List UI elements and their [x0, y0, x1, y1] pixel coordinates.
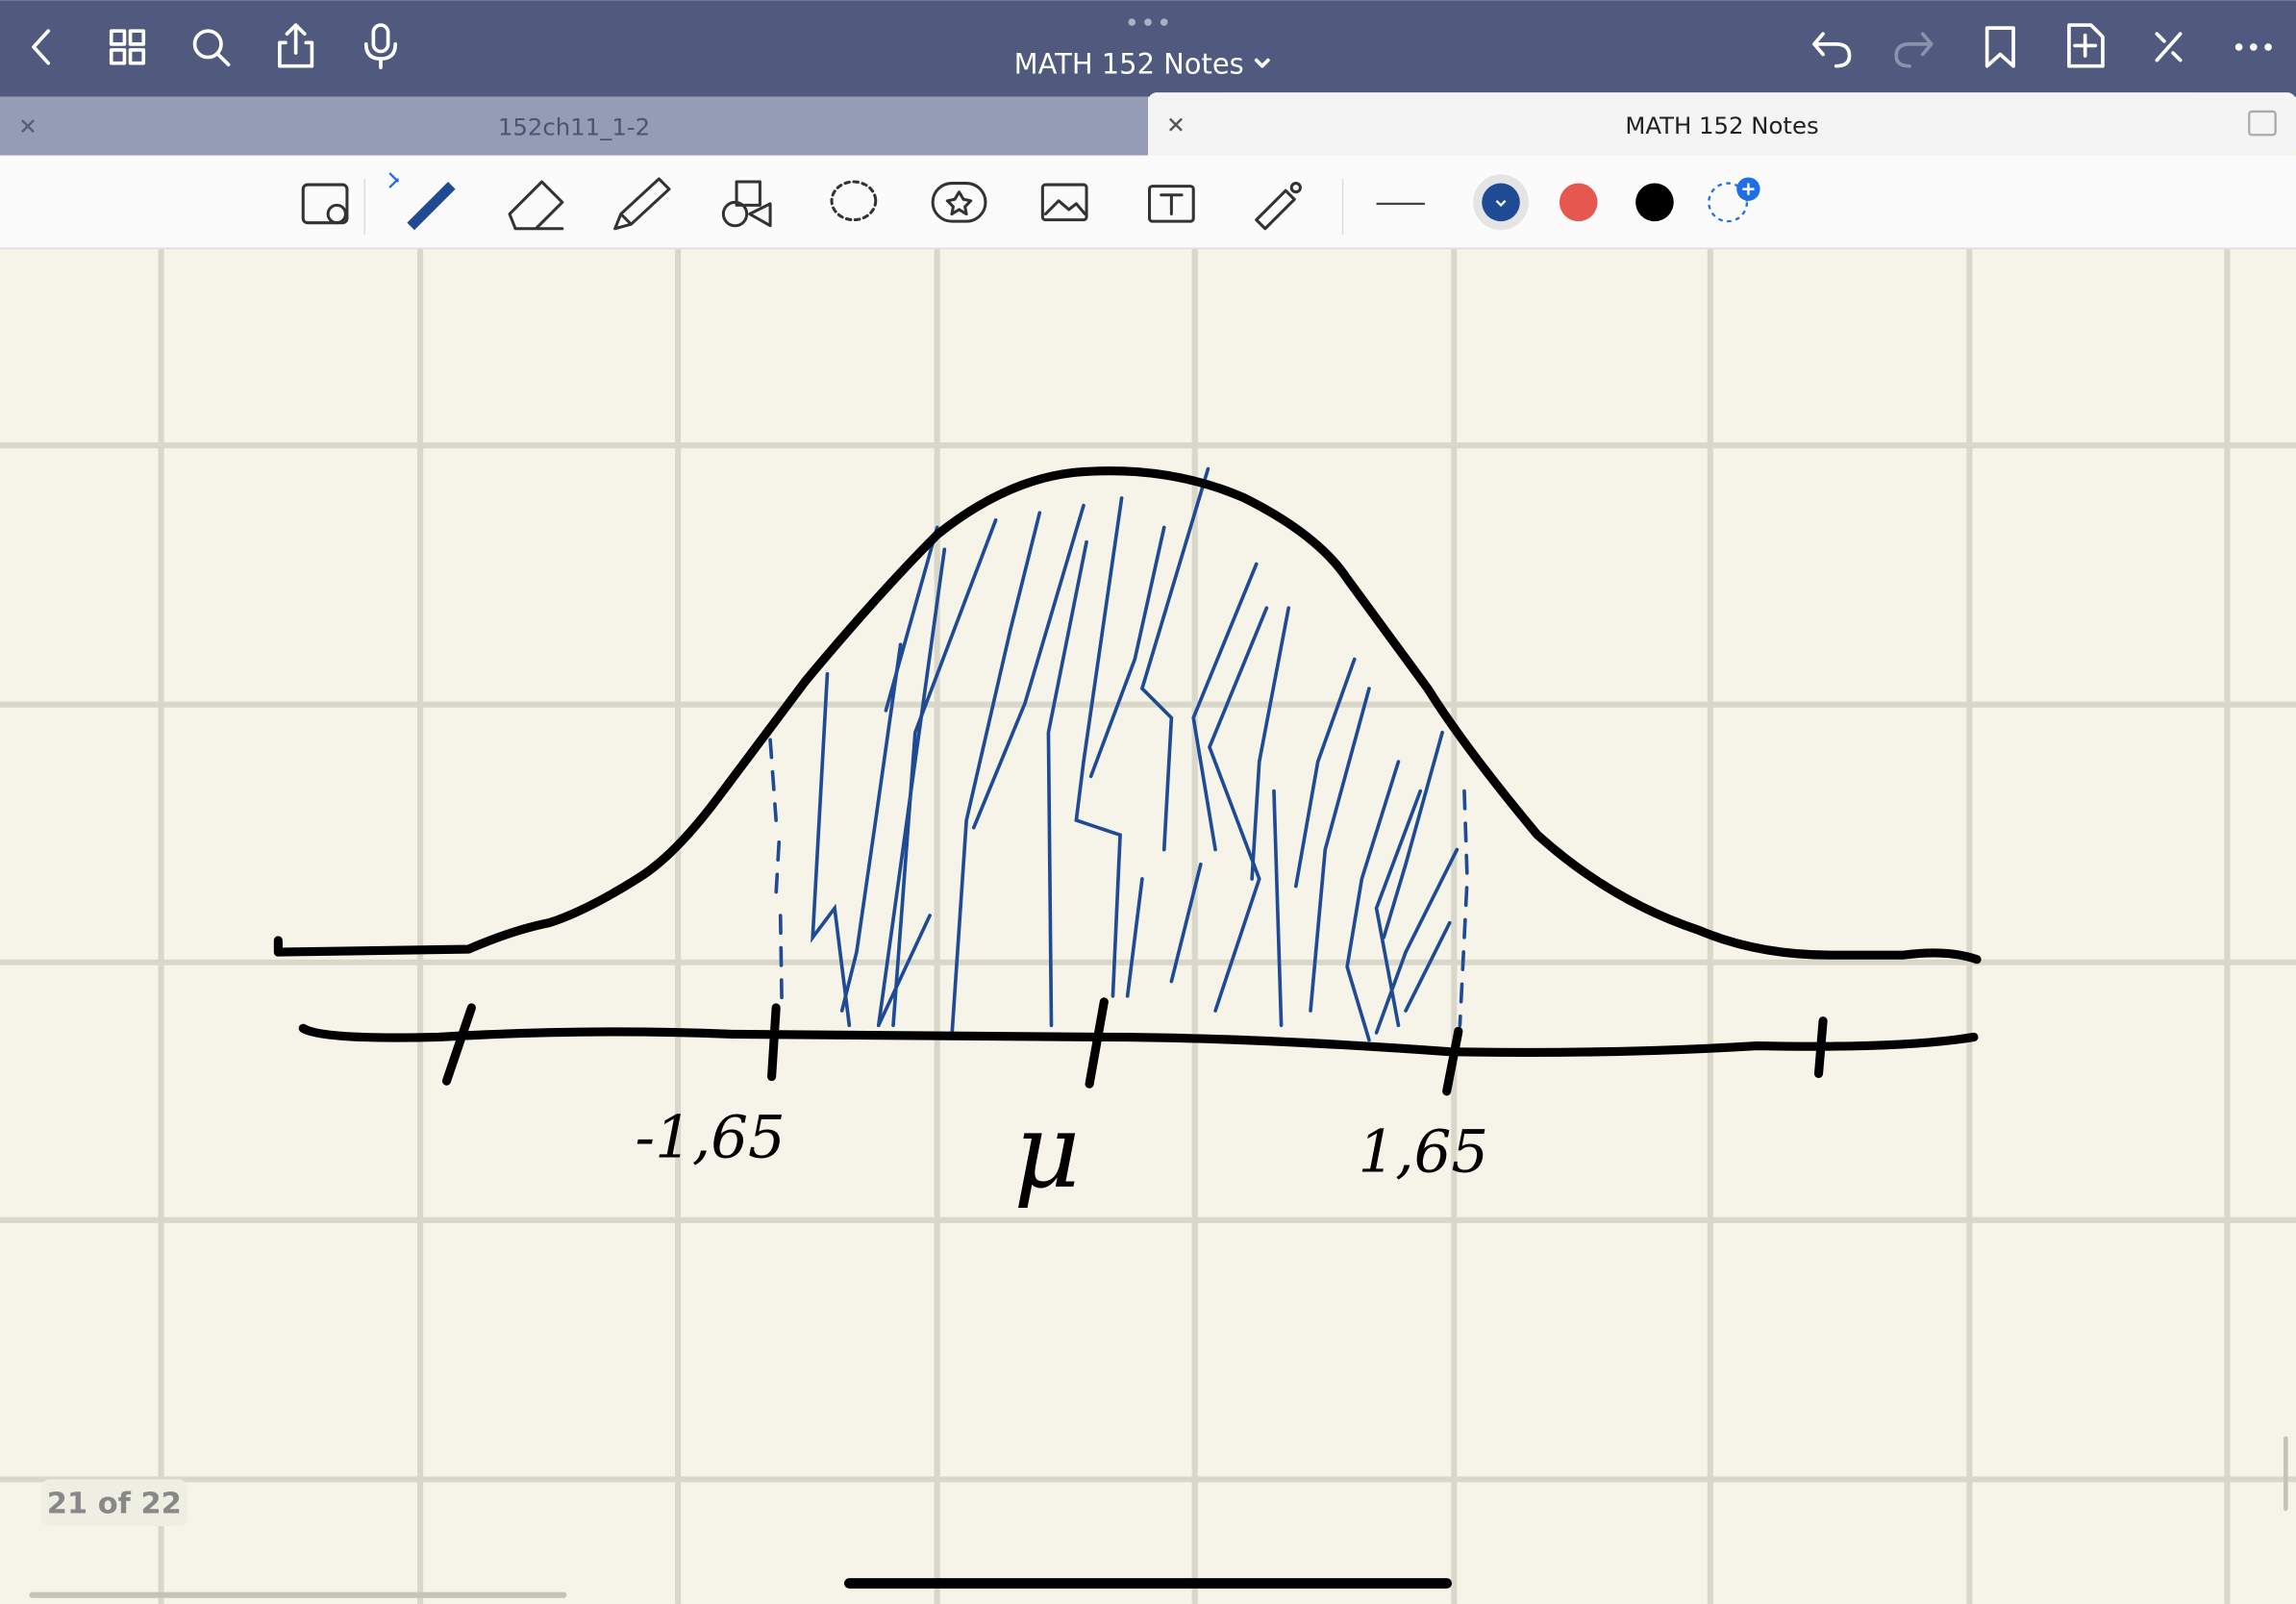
image-tool[interactable] [1040, 183, 1088, 222]
lasso-tool[interactable] [830, 180, 878, 222]
color-red[interactable] [1559, 183, 1598, 222]
tab-close[interactable] [20, 119, 35, 134]
split-view-button[interactable] [2248, 110, 2277, 137]
hatch [1139, 466, 1210, 984]
shapes-tool[interactable] [721, 180, 772, 228]
title-chevron[interactable] [1254, 58, 1270, 68]
hatch [971, 503, 1088, 1028]
tick [1085, 997, 1109, 1089]
hatch [1074, 496, 1124, 998]
back-button[interactable] [32, 29, 51, 65]
highlighter-tool[interactable] [613, 177, 671, 231]
tab-label[interactable]: MATH 152 Notes [1625, 112, 1818, 139]
more-button[interactable] [2234, 43, 2272, 51]
grid-view-button[interactable] [109, 29, 146, 65]
add-page-button[interactable] [2067, 23, 2105, 68]
text-tool[interactable] [1148, 185, 1195, 223]
tick [441, 1003, 476, 1086]
color-blue[interactable] [1482, 183, 1520, 222]
hatch [1293, 657, 1371, 1013]
hatch [1088, 525, 1166, 998]
hatch [876, 518, 998, 1028]
zoom-tool[interactable] [301, 183, 349, 225]
pen-tool[interactable] [388, 172, 456, 231]
add-color[interactable] [1708, 182, 1749, 223]
share-button[interactable] [278, 23, 314, 68]
tab-inactive[interactable] [0, 96, 1148, 156]
multitask-dots[interactable] [1128, 18, 1168, 26]
redo-button[interactable] [1894, 32, 1934, 68]
shading [768, 466, 1469, 1042]
tools-button[interactable] [2155, 32, 2183, 63]
axis-line [298, 1023, 1979, 1057]
dashed-boundary [768, 738, 785, 1013]
tick [1442, 1026, 1463, 1096]
hatch [1250, 606, 1291, 1028]
color-black[interactable] [1635, 183, 1674, 222]
page-indicator-bg [40, 1479, 187, 1527]
sketch-label: μ [1013, 1092, 1080, 1212]
tab-close[interactable] [1168, 117, 1183, 132]
sketch-label: -1,65 [636, 1103, 786, 1171]
top-bar [0, 0, 2296, 97]
bell-curve [273, 466, 1982, 965]
hatch [1374, 730, 1460, 1035]
bookmark-button[interactable] [1984, 26, 2015, 68]
hatch [811, 671, 852, 1028]
grid [0, 249, 2296, 1604]
canvas[interactable] [0, 249, 2296, 1604]
document-title[interactable]: MATH 152 Notes [1014, 47, 1244, 80]
hatch [1345, 760, 1423, 1042]
tab-label[interactable]: 152ch11_1-2 [498, 113, 650, 140]
undo-button[interactable] [1812, 32, 1852, 68]
tick [767, 1003, 781, 1082]
mic-button[interactable] [363, 23, 398, 70]
elements-tool[interactable] [931, 182, 987, 223]
color-chevron [1495, 200, 1507, 208]
laser-tool[interactable] [1255, 182, 1302, 231]
tab-active[interactable] [1148, 92, 2296, 156]
search-button[interactable] [192, 29, 231, 67]
page-indicator: 21 of 22 [47, 1487, 182, 1520]
sketch-label: 1,65 [1359, 1118, 1489, 1187]
add-color-plus [1742, 183, 1755, 195]
tick [1813, 1016, 1828, 1079]
hatch [839, 642, 903, 1013]
hatch [950, 511, 1042, 1040]
eraser-tool[interactable] [508, 180, 564, 231]
hatch [1191, 562, 1269, 1013]
